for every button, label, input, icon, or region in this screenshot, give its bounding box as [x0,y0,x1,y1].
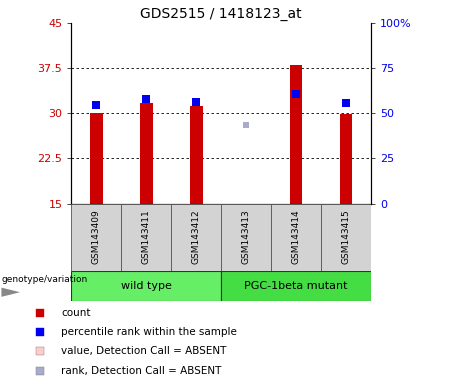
Bar [90,113,103,204]
Bar [190,106,202,204]
Bar [221,271,371,301]
Bar [271,204,321,271]
Text: value, Detection Call = ABSENT: value, Detection Call = ABSENT [61,346,227,356]
Bar [171,204,221,271]
Text: GSM143412: GSM143412 [192,210,201,265]
Text: PGC-1beta mutant: PGC-1beta mutant [244,281,348,291]
Bar [71,204,121,271]
Text: GSM143409: GSM143409 [92,210,101,265]
Text: GSM143411: GSM143411 [142,210,151,265]
Title: GDS2515 / 1418123_at: GDS2515 / 1418123_at [141,7,302,21]
Text: GSM143414: GSM143414 [292,210,301,265]
Bar [340,114,352,204]
Bar [290,65,302,204]
Text: genotype/variation: genotype/variation [1,275,88,284]
Text: GSM143415: GSM143415 [342,210,351,265]
Text: wild type: wild type [121,281,172,291]
Polygon shape [1,288,20,297]
Bar [321,204,371,271]
Bar [221,204,271,271]
Text: rank, Detection Call = ABSENT: rank, Detection Call = ABSENT [61,366,222,376]
Bar [71,271,221,301]
Text: percentile rank within the sample: percentile rank within the sample [61,327,237,337]
Text: GSM143413: GSM143413 [242,210,251,265]
Bar [140,103,153,204]
Bar [121,204,171,271]
Text: count: count [61,308,91,318]
